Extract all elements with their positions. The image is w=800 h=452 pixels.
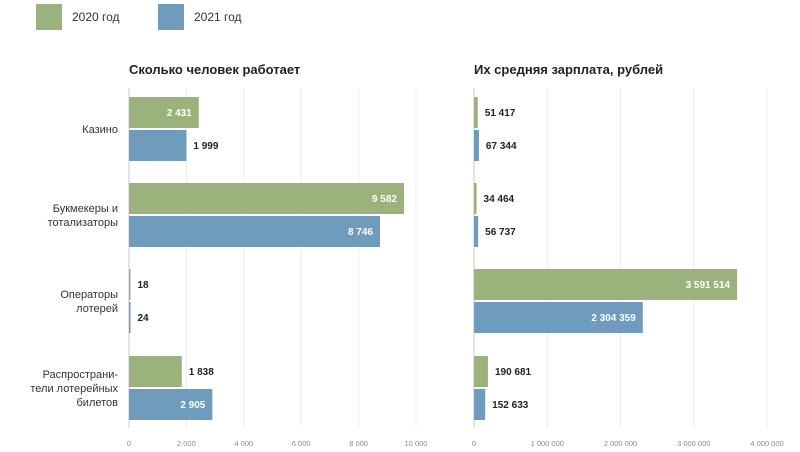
data-label: 51 417 [485, 108, 516, 119]
bar-2021 [474, 216, 479, 247]
tick-label: 4 000 [234, 439, 253, 448]
category-label-line: тели лотерейных [30, 383, 118, 395]
bar-2021 [129, 302, 131, 333]
category-label-line: Операторы [60, 289, 118, 301]
panel-title-1: Сколько человек работает [129, 62, 300, 77]
category-label-line: Казино [82, 124, 118, 136]
category-label: Операторы лотерей [60, 289, 118, 315]
tick-label: 2 000 000 [604, 439, 637, 448]
tick-label: 3 000 000 [677, 439, 710, 448]
data-label: 3 591 514 [686, 280, 731, 291]
data-label: 67 344 [486, 141, 517, 152]
bar-2021 [474, 302, 643, 333]
data-label: 2 304 359 [591, 313, 636, 324]
tick-label: 6 000 [292, 439, 311, 448]
legend-item-2021: 2021 год [158, 4, 242, 30]
tick-label: 2 000 [177, 439, 196, 448]
tick-label: 8 000 [349, 439, 368, 448]
data-label: 34 464 [484, 194, 515, 205]
data-label: 8 746 [348, 227, 373, 238]
tick-label: 0 [127, 439, 131, 448]
chart-panel-2: Их средняя зарплата, рублей 0 1 000 000 2 0… [472, 62, 784, 448]
tick-label: 10 000 [405, 439, 428, 448]
legend-swatch-2021 [158, 4, 184, 30]
data-label: 18 [138, 280, 150, 291]
category-label: Распространи-тели лотерейных билетов [30, 369, 118, 409]
tick-label: 1 000 000 [531, 439, 564, 448]
bar-2020 [129, 97, 199, 128]
bar-2020 [474, 183, 477, 214]
data-label: 1 838 [189, 367, 214, 378]
bar-2020 [474, 97, 478, 128]
tick-label: 4 000 000 [750, 439, 783, 448]
category-label: Казино [82, 124, 118, 136]
data-label: 2 905 [180, 400, 205, 411]
legend-label-2021: 2021 год [194, 10, 242, 24]
category-label-line: билетов [77, 397, 119, 409]
bar-2020 [474, 269, 738, 300]
data-label: 2 431 [167, 108, 192, 119]
bar-2021 [474, 389, 486, 420]
data-label: 152 633 [492, 400, 529, 411]
legend-swatch-2020 [36, 4, 62, 30]
data-label: 56 737 [485, 227, 516, 238]
data-label: 9 582 [372, 194, 397, 205]
bar-2020 [129, 356, 182, 387]
bar-2021 [129, 389, 213, 420]
bar-2020 [129, 269, 131, 300]
chart-panel-1: Сколько человек работает 0 2 000 4 000 6 000… [30, 62, 427, 448]
tick-label: 0 [472, 439, 476, 448]
bar-2020 [129, 183, 405, 214]
category-label-line: Распространи- [43, 369, 119, 381]
data-label: 1 999 [193, 141, 218, 152]
category-label-line: тотализаторы [48, 217, 118, 229]
legend-label-2020: 2020 год [72, 10, 120, 24]
bar-2020 [474, 356, 488, 387]
data-label: 24 [138, 313, 150, 324]
data-label: 190 681 [495, 367, 532, 378]
bar-2021 [129, 216, 381, 247]
legend-item-2020: 2020 год [36, 4, 120, 30]
panel-title-2: Их средняя зарплата, рублей [474, 62, 663, 77]
bar-2021 [474, 130, 479, 161]
category-label: Букмекеры и тотализаторы [48, 203, 118, 229]
category-label-line: лотерей [76, 303, 118, 315]
category-label-line: Букмекеры и [53, 203, 118, 215]
bar-2021 [129, 130, 187, 161]
